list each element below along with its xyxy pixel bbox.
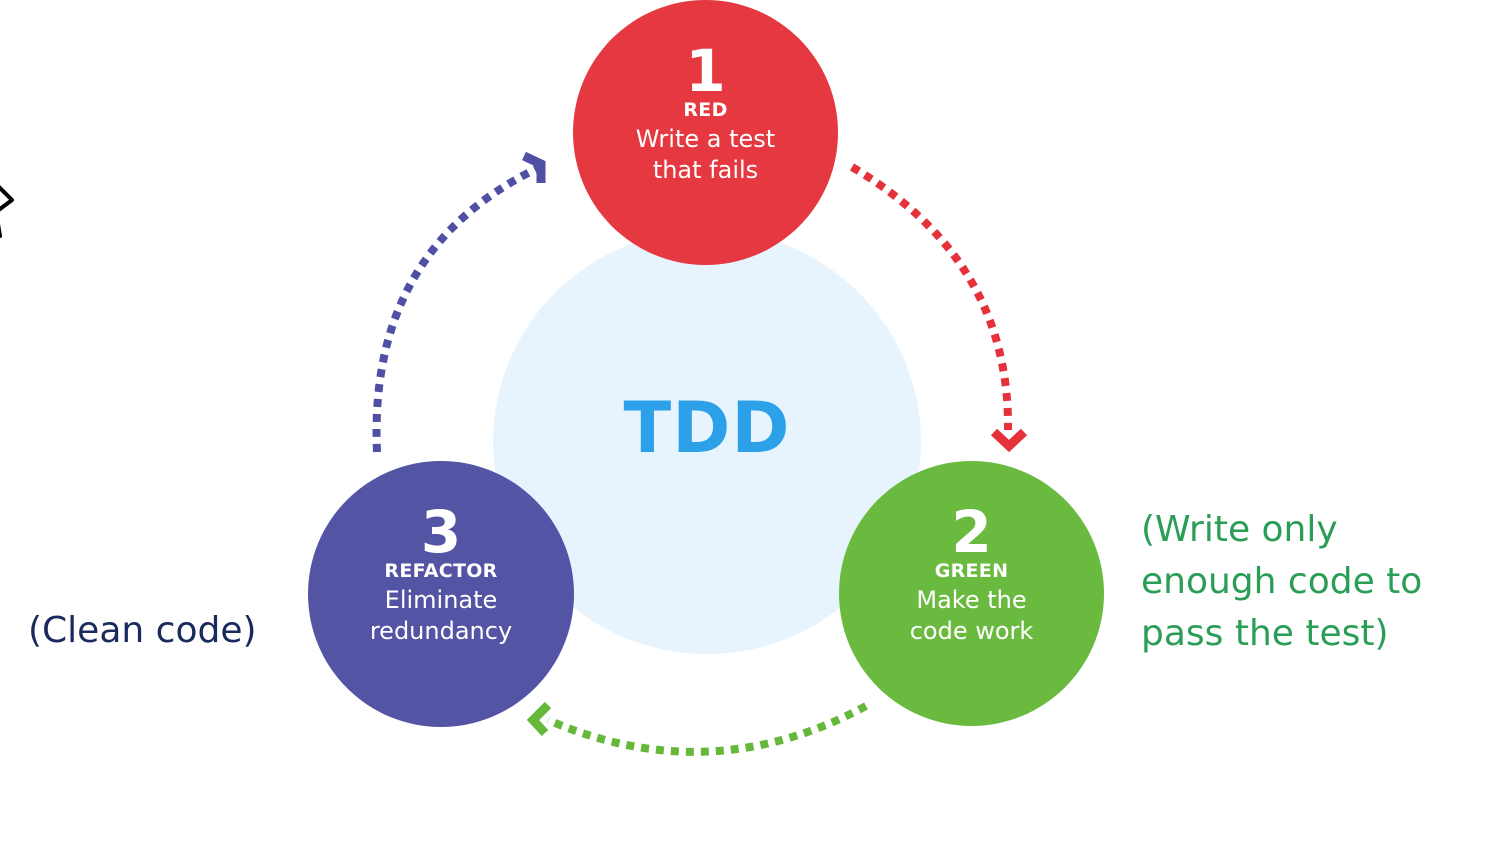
step-green-content: 2 GREEN Make the code work (839, 498, 1104, 647)
arrow-green-to-blue (546, 702, 868, 756)
annotation-clean-code: (Clean code) (28, 610, 257, 651)
arrow-red-to-green (849, 163, 1013, 431)
step-red: 1 RED Write a test that fails (573, 0, 838, 265)
step-title: GREEN (934, 560, 1009, 582)
step-description-line: redundancy (369, 617, 513, 645)
step-number: 1 (685, 37, 726, 105)
step-title: RED (683, 99, 728, 121)
annotation-line: enough code to (1141, 561, 1423, 602)
center-label: TDD (623, 387, 791, 469)
mouse-cursor-icon (0, 185, 14, 238)
annotation-line: pass the test) (1141, 613, 1389, 654)
step-description-line: Eliminate (384, 586, 498, 614)
step-blue-content: 3 REFACTOR Eliminate redundancy (308, 498, 574, 647)
step-description: Write a test that fails (573, 124, 838, 186)
step-number: 2 (951, 498, 992, 566)
arrowhead-green-icon (526, 701, 552, 737)
arrow-blue-to-red (372, 164, 540, 453)
step-description-line: that fails (652, 156, 759, 184)
arrowhead-red-icon (990, 428, 1028, 453)
step-green: 2 GREEN Make the code work (839, 461, 1104, 726)
arrowhead-blue-icon (522, 151, 546, 183)
step-description: Make the code work (839, 585, 1104, 647)
step-number: 3 (420, 498, 462, 566)
step-description-line: code work (909, 617, 1034, 645)
step-red-content: 1 RED Write a test that fails (573, 37, 838, 186)
step-description: Eliminate redundancy (308, 585, 574, 647)
step-title: REFACTOR (384, 560, 498, 582)
annotation-write-only: (Write only enough code to pass the test… (1141, 504, 1486, 660)
step-blue: 3 REFACTOR Eliminate redundancy (308, 461, 574, 727)
annotation-line: (Write only (1141, 509, 1338, 550)
step-description-line: Make the (916, 586, 1027, 614)
step-description-line: Write a test (635, 125, 776, 153)
